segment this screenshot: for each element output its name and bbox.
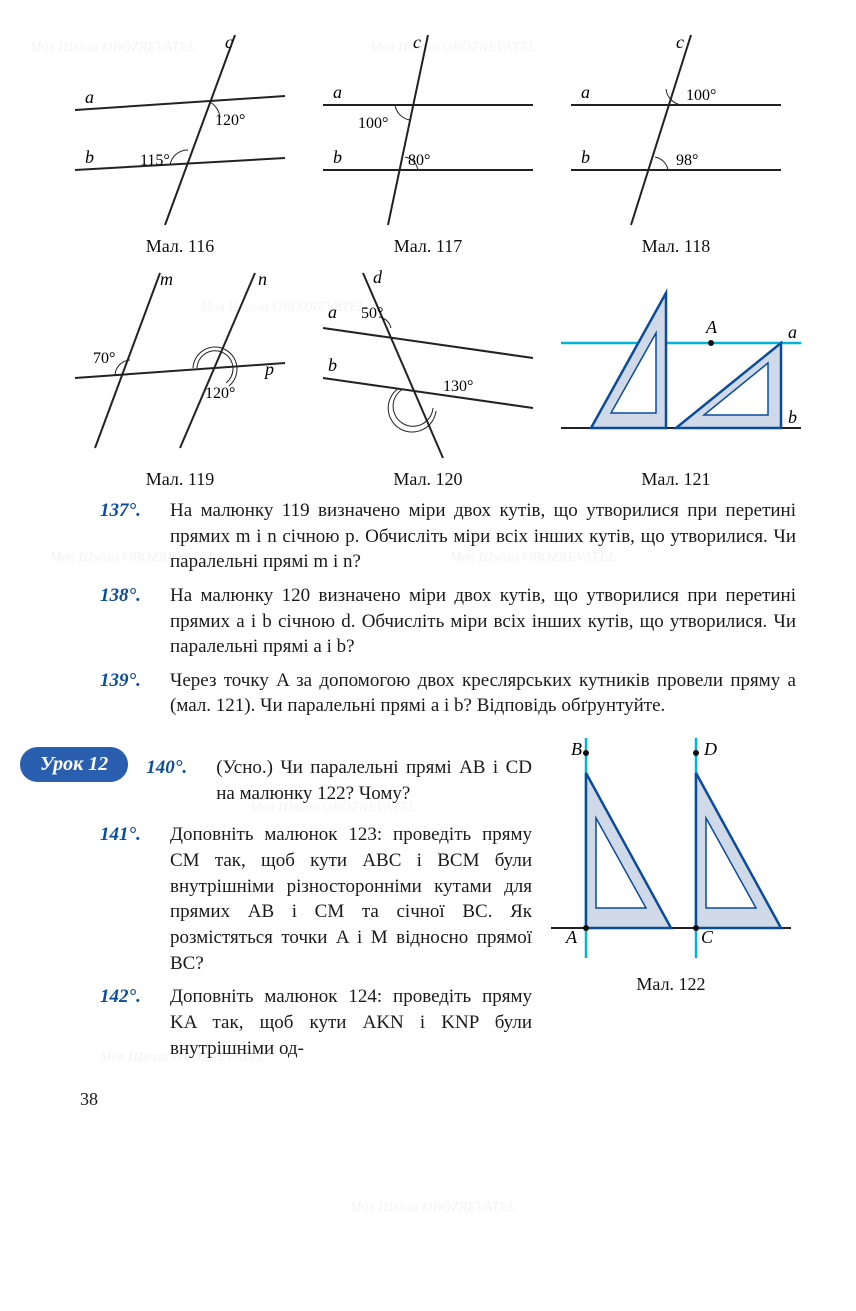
problem-number: 140°. xyxy=(146,755,206,806)
label-p: p xyxy=(263,359,274,379)
figure-119: m n p 70° 120° Мал. 119 xyxy=(60,263,300,490)
problem-number: 142°. xyxy=(100,984,160,1061)
problem-number: 139°. xyxy=(100,668,160,719)
label-m: m xyxy=(160,269,173,289)
problem-text: Через точку A за допомогою двох креслярс… xyxy=(170,668,796,719)
label-A: A xyxy=(565,927,578,947)
figure-117: a b c 100° 80° Мал. 117 xyxy=(308,30,548,257)
problem-141: 141°. Доповніть малюнок 123: проведіть п… xyxy=(100,822,532,976)
problem-139: 139°. Через точку A за допомогою двох кр… xyxy=(100,668,796,719)
caption-116: Мал. 116 xyxy=(60,236,300,257)
angle-98: 98° xyxy=(676,152,698,169)
label-b: b xyxy=(788,407,797,427)
label-d: d xyxy=(373,267,383,287)
angle-130: 130° xyxy=(443,378,473,395)
caption-118: Мал. 118 xyxy=(556,236,796,257)
caption-119: Мал. 119 xyxy=(60,469,300,490)
angle-80: 80° xyxy=(408,152,430,169)
figure-122: A B C D Мал. 122 xyxy=(546,733,796,995)
caption-117: Мал. 117 xyxy=(308,236,548,257)
caption-121: Мал. 121 xyxy=(556,469,796,490)
lesson-block: Урок 12 140°. (Усно.) Чи паралельні прям… xyxy=(60,733,796,1069)
page-number: 38 xyxy=(80,1089,796,1110)
label-b: b xyxy=(328,355,337,375)
angle-50: 50° xyxy=(361,305,383,322)
problem-142: 142°. Доповніть малюнок 124: проведіть п… xyxy=(100,984,532,1061)
problem-137: 137°. На малюнку 119 визначено міри двох… xyxy=(100,498,796,575)
label-a: a xyxy=(788,322,797,342)
label-C: C xyxy=(701,927,714,947)
label-n: n xyxy=(258,269,267,289)
problem-number: 137°. xyxy=(100,498,160,575)
figure-row-2: m n p 70° 120° Мал. 119 a b d 50° 130° xyxy=(60,263,796,490)
problem-number: 138°. xyxy=(100,583,160,660)
caption-122: Мал. 122 xyxy=(546,974,796,995)
textbook-page: Моя Школа OBOZREVATEL Моя Школа OBOZREVA… xyxy=(0,0,856,1150)
problem-138: 138°. На малюнку 120 визначено міри двох… xyxy=(100,583,796,660)
angle-115: 115° xyxy=(140,152,170,169)
figure-121: A a b Мал. 121 xyxy=(556,263,796,490)
figure-116: a b c 120° 115° Мал. 116 xyxy=(60,30,300,257)
figure-120: a b d 50° 130° Мал. 120 xyxy=(308,263,548,490)
angle-100: 100° xyxy=(358,115,388,132)
label-b: b xyxy=(333,147,342,167)
label-c: c xyxy=(413,32,421,52)
caption-120: Мал. 120 xyxy=(308,469,548,490)
label-a: a xyxy=(85,87,94,107)
label-a: a xyxy=(328,302,337,322)
figure-row-1: a b c 120° 115° Мал. 116 a b c 100° 80° xyxy=(60,30,796,257)
label-A: A xyxy=(705,317,718,337)
label-b: b xyxy=(581,147,590,167)
problem-number: 141°. xyxy=(100,822,160,976)
problem-text: Доповніть малюнок 123: проведіть пряму C… xyxy=(170,822,532,976)
angle-120: 120° xyxy=(205,385,235,402)
label-c: c xyxy=(676,32,684,52)
label-B: B xyxy=(571,739,582,759)
angle-100: 100° xyxy=(686,87,716,104)
angle-70: 70° xyxy=(93,350,115,367)
problem-text: На малюнку 120 визначено міри двох кутів… xyxy=(170,583,796,660)
label-c: c xyxy=(225,32,233,52)
problem-text: (Усно.) Чи паралельні прямі AB і CD на м… xyxy=(216,755,532,806)
figure-118: a b c 100° 98° Мал. 118 xyxy=(556,30,796,257)
watermark: Моя Школа OBOZREVATEL xyxy=(350,1200,516,1216)
problem-140: 140°. (Усно.) Чи паралельні прямі AB і C… xyxy=(146,755,532,806)
problem-text: Доповніть малюнок 124: проведіть пряму K… xyxy=(170,984,532,1061)
label-a: a xyxy=(333,82,342,102)
label-b: b xyxy=(85,147,94,167)
label-D: D xyxy=(703,739,717,759)
label-a: a xyxy=(581,82,590,102)
lesson-badge: Урок 12 xyxy=(20,747,128,782)
problem-text: На малюнку 119 визначено міри двох кутів… xyxy=(170,498,796,575)
